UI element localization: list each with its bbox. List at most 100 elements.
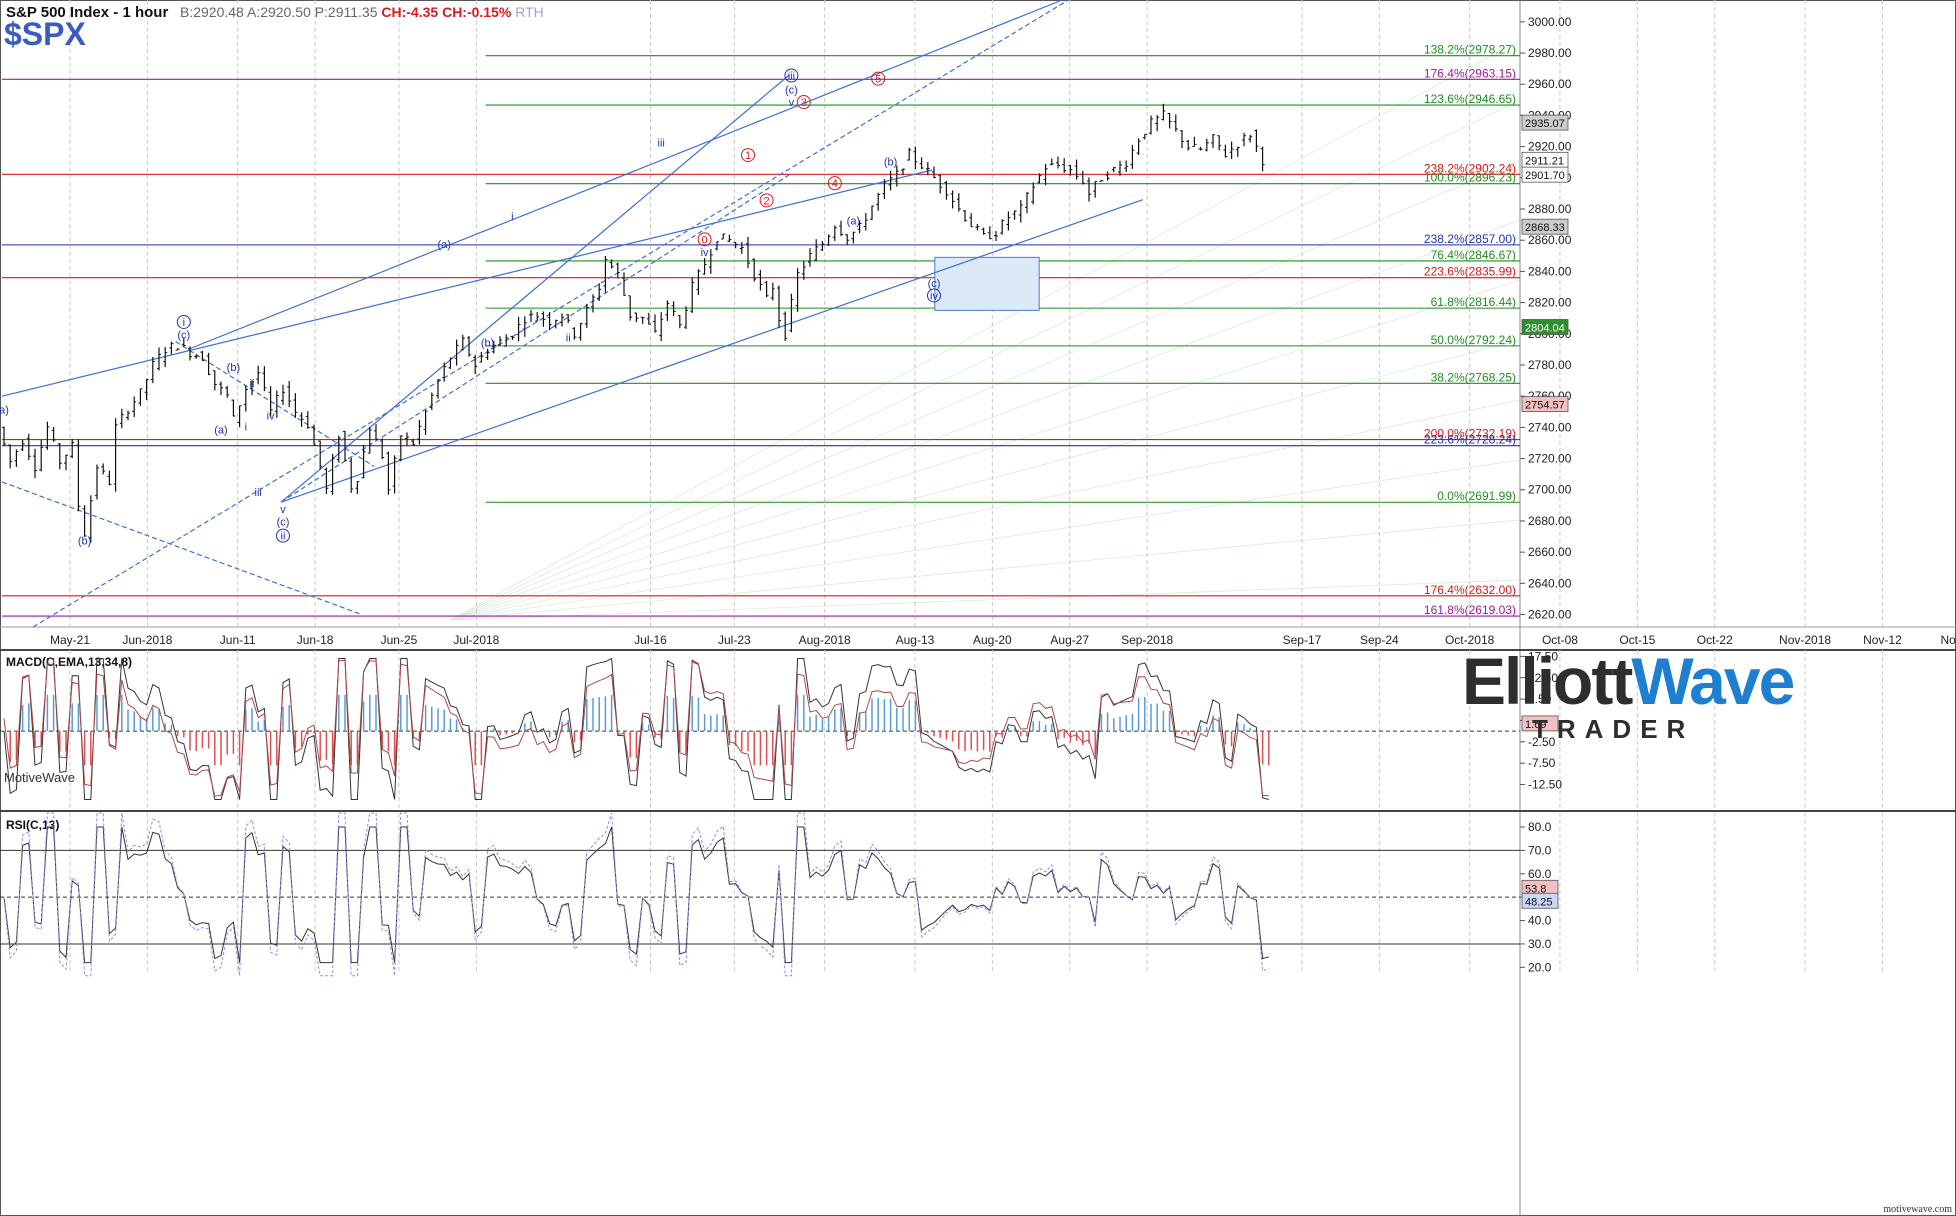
fib-level-label: 223.6%(2728.24) — [1424, 433, 1516, 447]
wave-label: (b) — [481, 337, 494, 349]
wave-label: (c) — [177, 329, 190, 341]
date-tick-label: Oct-08 — [1542, 633, 1578, 647]
wave-label: iv — [930, 290, 938, 302]
wave-label: 0 — [702, 234, 708, 246]
bid-value: B:2920.48 — [180, 4, 244, 20]
wave-label: iii — [255, 487, 262, 499]
fib-level-label: 100.0%(2896.23) — [1424, 171, 1516, 185]
fan-line — [449, 219, 1521, 621]
date-tick-label: May-21 — [50, 633, 90, 647]
price-tick-label: 2880.00 — [1528, 202, 1572, 216]
wave-label: iv — [267, 411, 275, 423]
trend-line — [280, 174, 790, 503]
rsi-pane: RSI(C,13)80.070.060.050.040.030.020.053.… — [0, 812, 1559, 977]
macd-pane: MACD(C,EMA,13,34,8)17.5012.507.502.50-2.… — [0, 649, 1562, 800]
indicator-tick-label: 40.0 — [1528, 914, 1552, 928]
date-tick-label: Nov-19 — [1941, 633, 1956, 647]
indicator-badge-label: 1.69 — [1525, 719, 1546, 731]
price-tick-label: 3000.00 — [1528, 15, 1572, 29]
fan-line — [449, 579, 1521, 621]
wave-label: ii — [281, 531, 286, 543]
wave-label: i — [245, 421, 247, 433]
date-tick-label: Jun-18 — [297, 633, 334, 647]
price-tick-label: 2620.00 — [1528, 608, 1572, 622]
price-badge — [1521, 166, 1569, 183]
price-badge-label: 2911.21 — [1525, 155, 1564, 167]
date-tick-label: Jul-16 — [634, 633, 667, 647]
indicator-line — [3, 657, 1269, 800]
indicator-tick-label: 20.0 — [1528, 960, 1552, 974]
indicator-tick-label: 70.0 — [1528, 843, 1552, 857]
indicator-badge-label: 53.8 — [1525, 883, 1546, 895]
fan-line — [449, 39, 1521, 621]
date-tick-label: Aug-2018 — [799, 633, 851, 647]
wave-label: a) — [0, 404, 9, 416]
wave-label-circle — [741, 148, 755, 163]
wave-label: (b) — [227, 362, 240, 374]
change-pct-value: CH:-0.15% — [442, 4, 512, 20]
wave-label: 4 — [832, 178, 838, 190]
trend-line — [1, 169, 933, 397]
elliott-wave-trader-logo: ElliottWave TRADER — [1462, 648, 1795, 745]
indicator-signal-line — [3, 812, 1269, 977]
date-tick-label: Oct-2018 — [1445, 633, 1495, 647]
wave-label: ii — [250, 378, 255, 390]
quote-bar: B:2920.48 A:2920.50 P:2911.35 CH:-4.35 C… — [180, 4, 544, 20]
wave-label-circle — [871, 71, 886, 86]
indicator-tick-label: 12.50 — [1528, 671, 1558, 685]
fan-line — [449, 519, 1521, 621]
fib-level-label: 38.2%(2768.25) — [1431, 370, 1516, 384]
indicator-tick-label: -12.50 — [1528, 778, 1562, 792]
chart-title: S&P 500 Index - 1 hour — [6, 4, 169, 21]
trend-line — [32, 0, 1069, 628]
date-tick-label: Sep-24 — [1360, 633, 1399, 647]
wave-label: 2 — [764, 195, 770, 207]
price-tick-label: 2680.00 — [1528, 514, 1572, 528]
price-tick-label: 2740.00 — [1528, 420, 1572, 434]
price-tick-label: 2720.00 — [1528, 452, 1572, 466]
price-tick-label: 2920.00 — [1528, 140, 1572, 154]
indicator-tick-label: -7.50 — [1528, 756, 1556, 770]
price-tick-label: 2860.00 — [1528, 233, 1572, 247]
wave-label-circle — [784, 68, 799, 83]
wave-label: (a) — [437, 239, 450, 251]
footer-link[interactable]: motivewave.com — [1883, 1204, 1952, 1215]
price-tick-label: 2960.00 — [1528, 77, 1572, 91]
fib-level-label: 161.8%(2619.03) — [1424, 603, 1516, 617]
fib-level-label: 138.2%(2978.27) — [1424, 43, 1516, 57]
wave-label: ii — [566, 333, 571, 345]
fib-level-label: 61.8%(2816.44) — [1431, 295, 1516, 309]
wave-label: v — [280, 504, 286, 516]
fib-level-label: 0.0%(2691.99) — [1437, 489, 1516, 503]
price-bars — [2, 103, 1265, 543]
wave-label-circle — [796, 95, 811, 110]
wave-label: (a) — [847, 216, 860, 228]
indicator-tick-label: 60.0 — [1528, 867, 1552, 881]
fan-line — [449, 399, 1521, 621]
trend-line — [280, 199, 1143, 503]
wave-label-circle — [759, 193, 774, 208]
logo-word-wave: Wave — [1631, 644, 1795, 718]
trend-lines — [1, 0, 1143, 628]
date-tick-label: Aug-27 — [1050, 633, 1089, 647]
date-tick-label: Sep-17 — [1283, 633, 1322, 647]
fib-level-label: 50.0%(2792.24) — [1431, 333, 1516, 347]
wave-label: 5 — [875, 74, 881, 86]
indicator-badge — [1521, 892, 1559, 909]
fib-level-label: 176.4%(2963.15) — [1424, 66, 1516, 80]
wave-label: 3 — [801, 97, 807, 109]
wave-label-circle — [176, 314, 191, 329]
price-badge-label: 2754.57 — [1525, 400, 1565, 412]
price-axis: 3000.002980.002960.002940.002920.002900.… — [1520, 15, 1572, 622]
date-tick-label: Nov-12 — [1863, 633, 1902, 647]
wave-label: i — [511, 211, 513, 223]
wave-label: iv — [701, 247, 709, 259]
wave-label-circle — [697, 232, 712, 247]
trend-line — [187, 0, 1063, 350]
symbol: $SPX — [4, 16, 86, 52]
indicator-tick-label: 30.0 — [1528, 937, 1552, 951]
date-tick-label: Oct-15 — [1619, 633, 1655, 647]
date-tick-label: Jul-2018 — [453, 633, 499, 647]
